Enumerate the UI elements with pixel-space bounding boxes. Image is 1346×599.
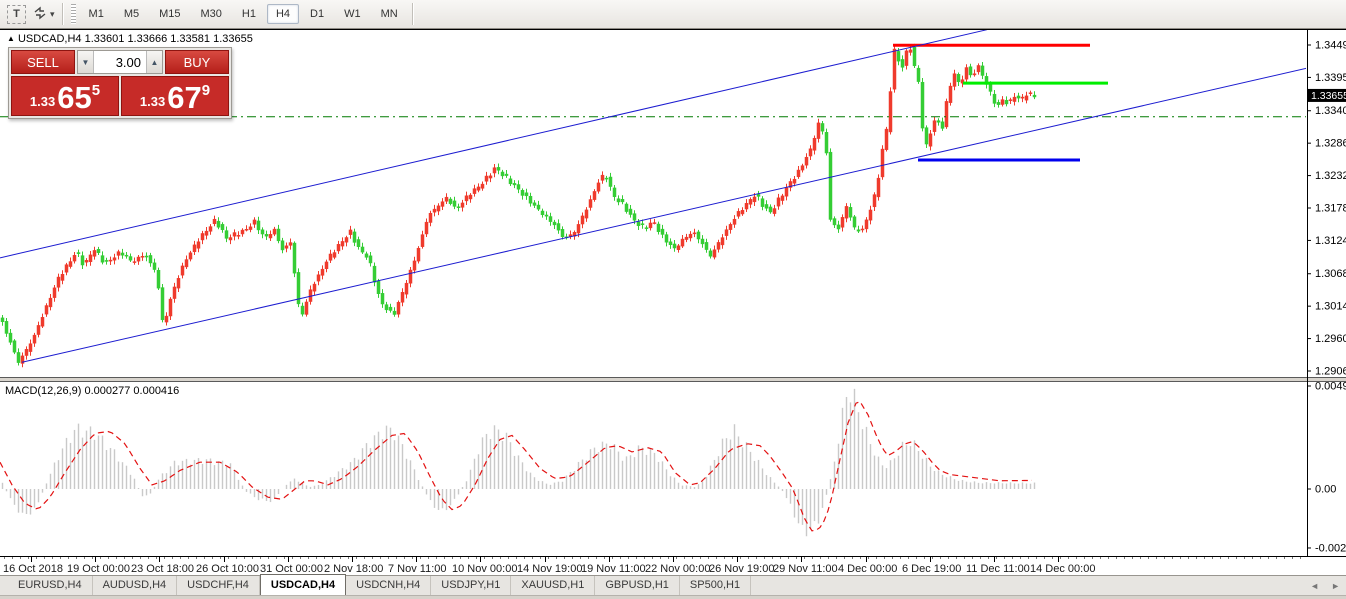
- svg-text:1.30145: 1.30145: [1315, 301, 1346, 313]
- macd-indicator-label: MACD(12,26,9) 0.000277 0.000416: [5, 385, 180, 397]
- symbol-tab-usdcad[interactable]: USDCAD,H4: [259, 574, 347, 596]
- svg-text:4 Dec 00:00: 4 Dec 00:00: [838, 563, 897, 575]
- toolbar-separator: [411, 3, 414, 25]
- symbol-tab-audusd[interactable]: AUDUSD,H4: [93, 576, 178, 596]
- svg-text:1.33955: 1.33955: [1315, 72, 1346, 84]
- svg-text:-0.00286: -0.00286: [1315, 542, 1346, 554]
- svg-text:14 Dec 00:00: 14 Dec 00:00: [1030, 563, 1095, 575]
- sell-button[interactable]: SELL: [11, 50, 75, 74]
- buy-price-display[interactable]: 1.33 67 9: [121, 76, 229, 116]
- symbol-tab-usdjpy[interactable]: USDJPY,H1: [431, 576, 512, 596]
- chart-title: ▲ USDCAD,H4 1.33601 1.33666 1.33581 1.33…: [7, 33, 253, 45]
- timeframe-button-m15[interactable]: M15: [159, 8, 181, 20]
- current-price-marker: [1308, 88, 1346, 102]
- svg-text:23 Oct 18:00: 23 Oct 18:00: [131, 563, 194, 575]
- timeframe-button-h1[interactable]: H1: [241, 8, 256, 20]
- timeframe-button-h4[interactable]: H4: [266, 4, 300, 24]
- symbol-direction-icon: ▲: [7, 34, 15, 43]
- volume-stepper: ▼ 3.00 ▲: [77, 50, 163, 74]
- svg-text:6 Dec 19:00: 6 Dec 19:00: [902, 563, 961, 575]
- price-chart-plot[interactable]: 1.34495 1.33955 1.33400 1.32860 1.32320 1.317…: [0, 28, 1346, 575]
- svg-text:0.004995: 0.004995: [1315, 381, 1346, 393]
- svg-text:1.32320: 1.32320: [1315, 170, 1346, 182]
- macd-signal-line: [0, 400, 1033, 532]
- svg-text:10 Nov 00:00: 10 Nov 00:00: [452, 563, 517, 575]
- arrows-tool-button[interactable]: ▾: [31, 2, 56, 26]
- buy-price-prefix: 1.33: [139, 94, 166, 109]
- svg-text:19 Nov 11:00: 19 Nov 11:00: [581, 563, 646, 575]
- timeframe-button-w1[interactable]: W1: [344, 8, 361, 20]
- svg-text:11 Dec 11:00: 11 Dec 11:00: [966, 563, 1030, 575]
- symbol-tab-sp500[interactable]: SP500,H1: [680, 576, 752, 596]
- tab-scroll-right-icon[interactable]: ►: [1331, 581, 1340, 591]
- sell-price-main: 65: [57, 80, 92, 115]
- tab-scroll-left-icon[interactable]: ◄: [1310, 581, 1320, 591]
- candles-layer: [0, 43, 1037, 368]
- chart-ohlc-values: 1.33601 1.33666 1.33581 1.33655: [84, 33, 253, 45]
- svg-text:7 Nov 11:00: 7 Nov 11:00: [388, 563, 447, 575]
- text-label-tool-button[interactable]: T: [2, 2, 27, 26]
- svg-text:1.31240: 1.31240: [1315, 235, 1346, 247]
- buy-price-main: 67: [167, 80, 202, 115]
- svg-text:0.00: 0.00: [1315, 484, 1336, 496]
- svg-text:1.33400: 1.33400: [1315, 105, 1346, 117]
- timeframe-button-d1[interactable]: D1: [310, 8, 325, 20]
- one-click-trading-panel: SELL ▼ 3.00 ▲ BUY 1.33 65 5 1.33 67 9: [8, 47, 232, 119]
- symbol-tab-usdchf[interactable]: USDCHF,H4: [177, 576, 260, 596]
- toolbar-grip-handle[interactable]: [70, 4, 76, 24]
- macd-layer: [0, 388, 1036, 537]
- symbol-tabs: EURUSD,H4 AUDUSD,H4 USDCHF,H4 USDCAD,H4 USDC…: [0, 574, 752, 596]
- svg-text:22 Nov 00:00: 22 Nov 00:00: [645, 563, 710, 575]
- status-strip: [0, 595, 1346, 599]
- symbol-tab-bar: EURUSD,H4 AUDUSD,H4 USDCHF,H4 USDCAD,H4 USDC…: [0, 574, 1346, 596]
- svg-text:31 Oct 00:00: 31 Oct 00:00: [260, 563, 323, 575]
- svg-text:1.30685: 1.30685: [1315, 268, 1346, 280]
- svg-text:1.29065: 1.29065: [1315, 366, 1346, 378]
- svg-text:2 Nov 18:00: 2 Nov 18:00: [324, 563, 383, 575]
- timeframe-button-group: M1 M5 M15 M30 H1 H4 D1 W1 MN: [79, 4, 408, 24]
- svg-text:16 Oct 2018: 16 Oct 2018: [3, 563, 63, 575]
- symbol-tab-xauusd[interactable]: XAUUSD,H1: [511, 576, 596, 596]
- pane-splitter[interactable]: [0, 377, 1346, 381]
- time-axis[interactable]: 16 Oct 2018 19 Oct 00:00 23 Oct 18:00 26 Oc…: [3, 557, 1301, 575]
- svg-text:1.31780: 1.31780: [1315, 203, 1346, 215]
- toolbar-separator: [61, 3, 64, 25]
- svg-text:1.33655: 1.33655: [1311, 90, 1346, 102]
- symbol-tab-gbpusd[interactable]: GBPUSD,H1: [595, 576, 680, 596]
- buy-button[interactable]: BUY: [165, 50, 229, 74]
- price-axis[interactable]: 1.34495 1.33955 1.33400 1.32860 1.32320 1.317…: [1307, 40, 1346, 555]
- chart-symbol-label: USDCAD,H4: [17, 33, 82, 45]
- sell-price-pip: 5: [91, 82, 101, 99]
- toolbar: T ▾ M1 M5 M15 M30 H1 H4 D1 W1 MN: [0, 0, 1346, 29]
- chevron-down-icon: ▾: [50, 8, 55, 19]
- timeframe-button-mn[interactable]: MN: [380, 8, 398, 20]
- svg-text:19 Oct 00:00: 19 Oct 00:00: [67, 563, 130, 575]
- text-tool-icon: T: [7, 4, 26, 24]
- timeframe-button-m5[interactable]: M5: [123, 8, 140, 20]
- timeframe-button-m1[interactable]: M1: [88, 8, 104, 20]
- channel-upper-trendline[interactable]: [0, 30, 988, 259]
- volume-input[interactable]: 3.00: [94, 51, 146, 73]
- sell-price-display[interactable]: 1.33 65 5: [11, 76, 119, 116]
- svg-text:14 Nov 19:00: 14 Nov 19:00: [517, 563, 582, 575]
- svg-text:26 Oct 10:00: 26 Oct 10:00: [196, 563, 259, 575]
- svg-text:1.34495: 1.34495: [1315, 40, 1346, 52]
- buy-price-pip: 9: [201, 82, 211, 99]
- svg-text:29 Nov 11:00: 29 Nov 11:00: [773, 563, 838, 575]
- symbol-tab-eurusd[interactable]: EURUSD,H4: [8, 576, 93, 596]
- diagonal-arrows-icon: [32, 5, 48, 24]
- svg-text:1.29605: 1.29605: [1315, 333, 1346, 345]
- sell-price-prefix: 1.33: [29, 94, 56, 109]
- timeframe-button-m30[interactable]: M30: [200, 8, 222, 20]
- volume-decrease-button[interactable]: ▼: [78, 51, 94, 73]
- svg-text:26 Nov 19:00: 26 Nov 19:00: [709, 563, 774, 575]
- volume-increase-button[interactable]: ▲: [146, 51, 162, 73]
- symbol-tab-usdcnh[interactable]: USDCNH,H4: [346, 576, 432, 596]
- channel-lower-trendline[interactable]: [21, 67, 1307, 363]
- svg-text:1.32860: 1.32860: [1315, 138, 1346, 150]
